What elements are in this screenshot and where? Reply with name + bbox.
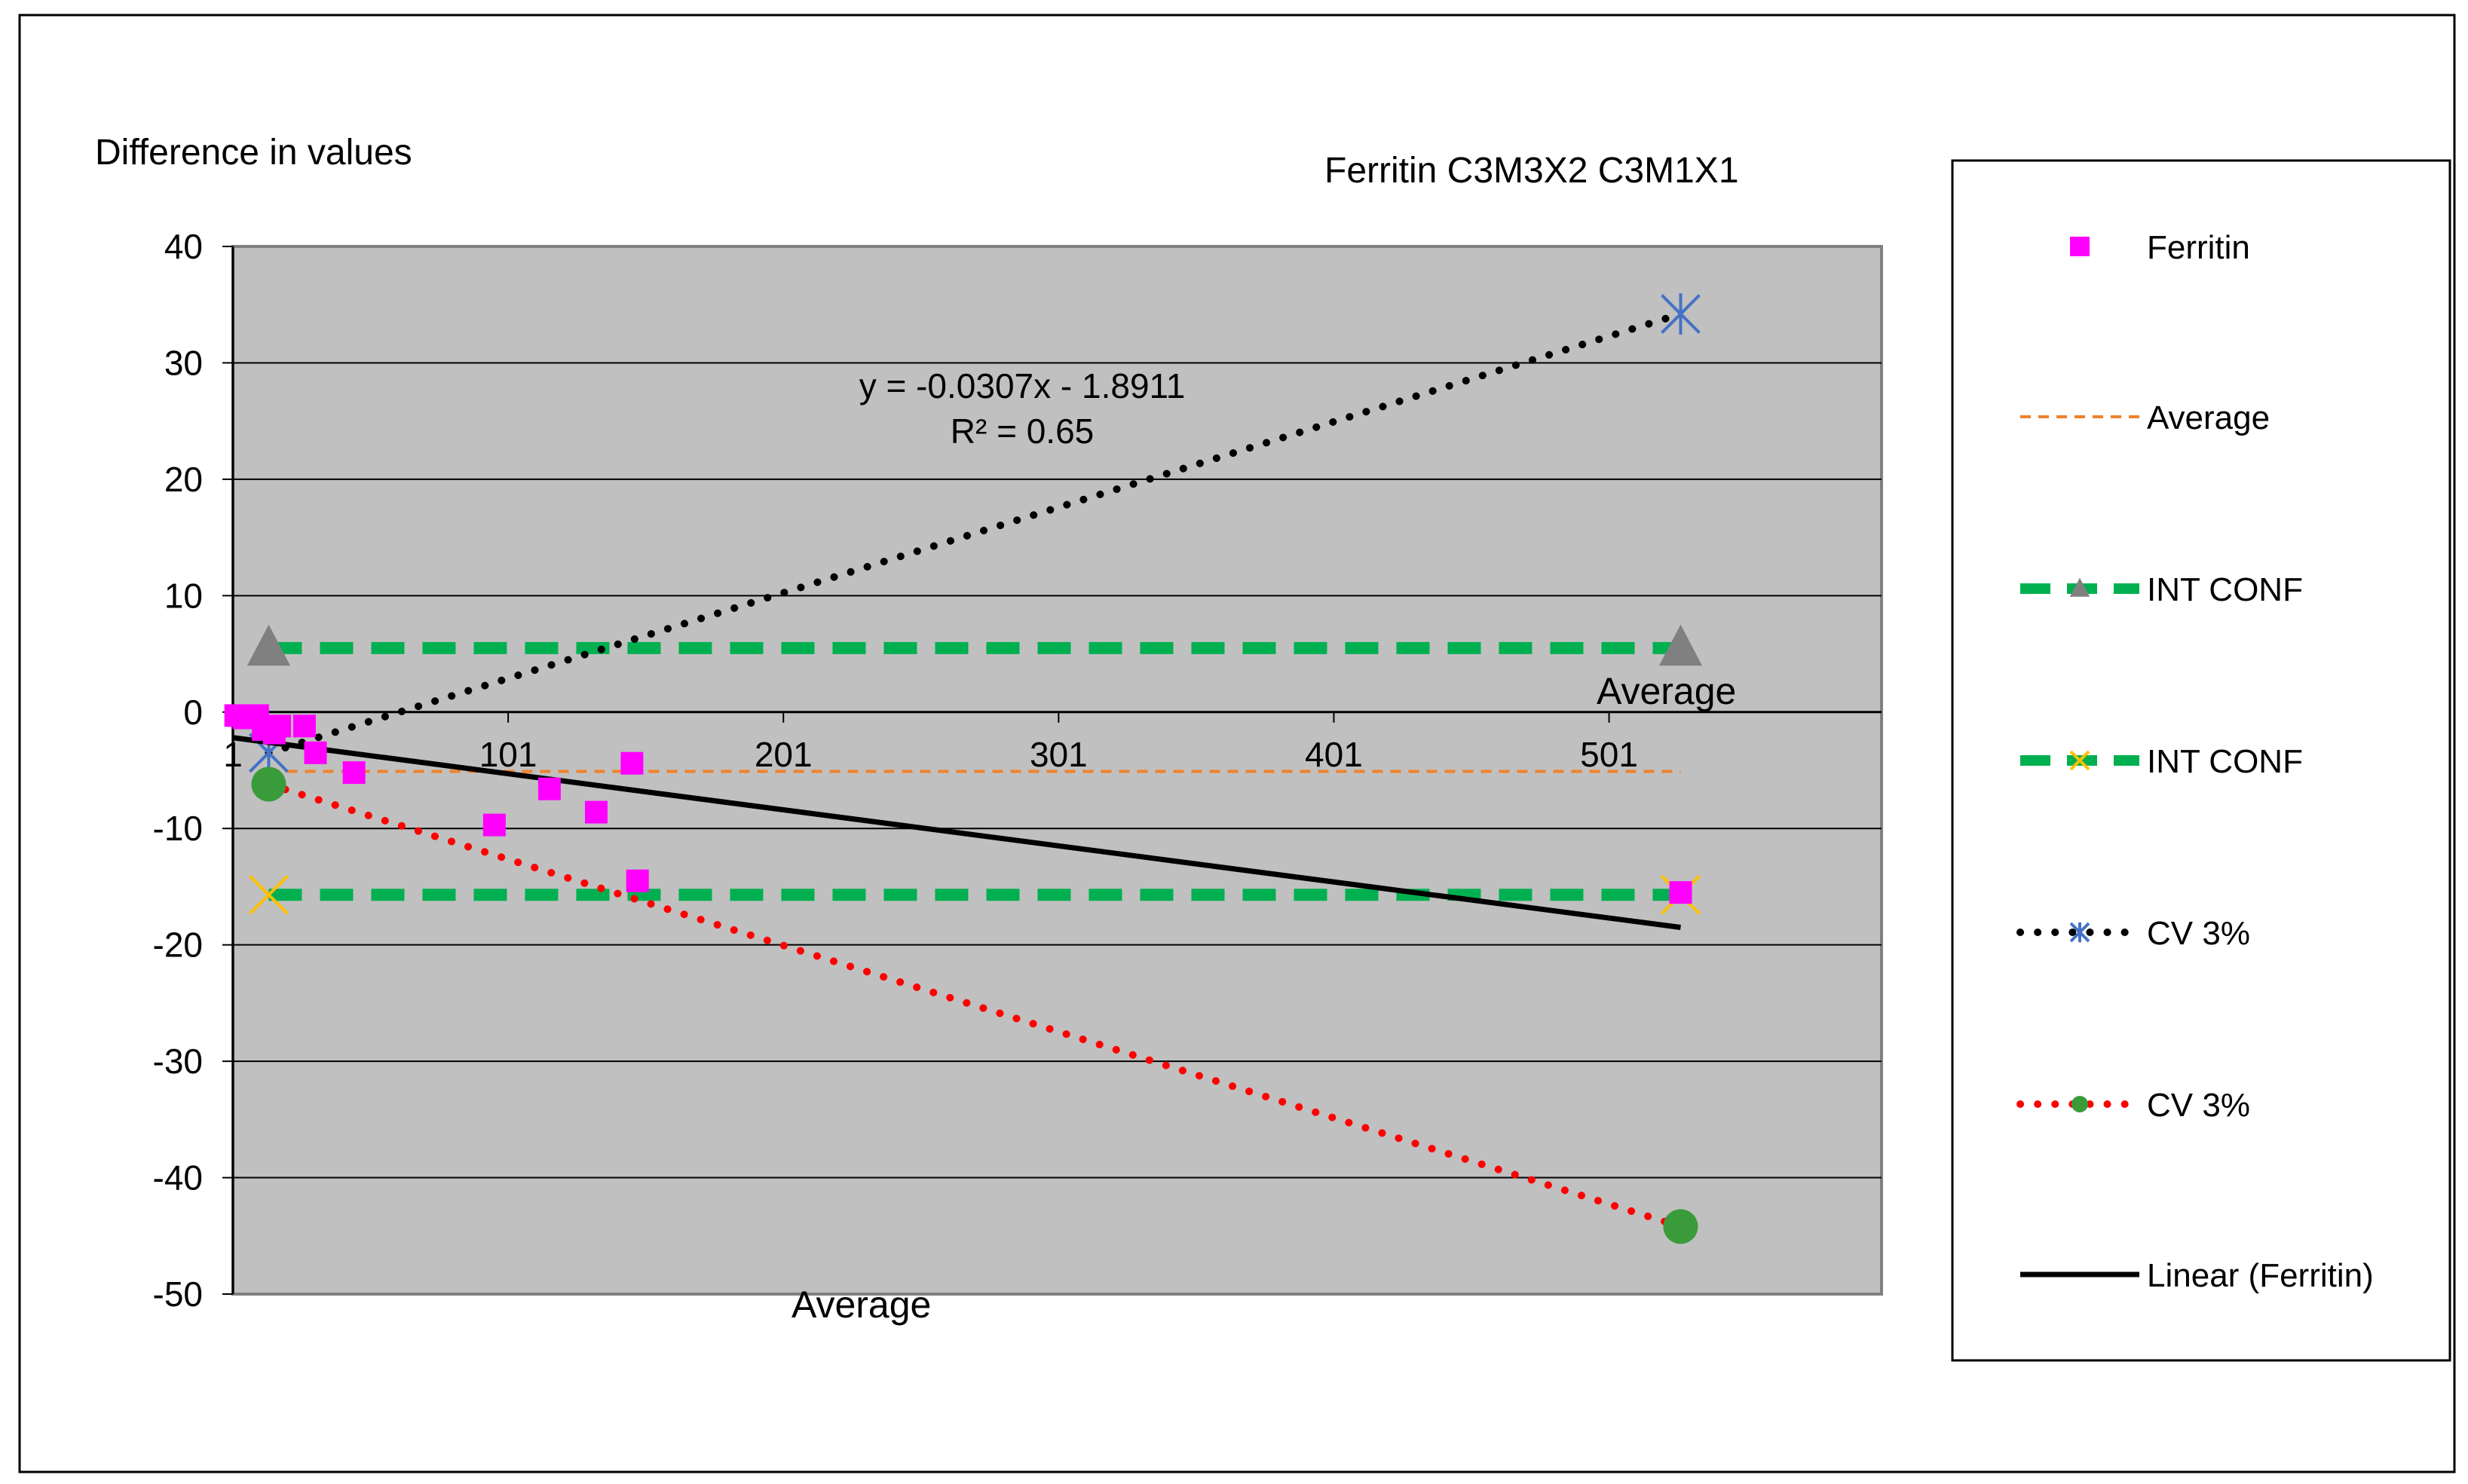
x-tick-label-0: 1 bbox=[223, 735, 243, 774]
trendline-r2: R² = 0.65 bbox=[951, 412, 1095, 451]
legend-item-0: Ferritin bbox=[2070, 229, 2250, 266]
legend-item-3: INT CONF bbox=[2020, 743, 2303, 780]
legend-marker-2 bbox=[2069, 577, 2090, 597]
legend-label-3: INT CONF bbox=[2147, 743, 2303, 780]
legend-item-2: INT CONF bbox=[2020, 571, 2303, 608]
series-5-marker-1 bbox=[1663, 1209, 1698, 1244]
legend: Ferritin Average INT CONF INT CONF CV 3% CV 3… bbox=[1951, 159, 2451, 1362]
series-line-5 bbox=[265, 780, 1685, 1231]
axes: 40 30 20 10 0 -10 -20 -30 -40 -50 1 101 201 301 401 501 bbox=[153, 227, 1882, 1314]
legend-marker-4 bbox=[2069, 922, 2090, 943]
ferritin-point-7 bbox=[304, 741, 327, 764]
series-3-marker-0 bbox=[249, 874, 289, 915]
chart-title: Ferritin C3M3X2 C3M1X1 bbox=[1324, 151, 1739, 191]
y-tick-label-2: 20 bbox=[164, 460, 203, 499]
ferritin-point-8 bbox=[342, 761, 366, 785]
legend-item-6: Linear (Ferritin) bbox=[2020, 1257, 2374, 1294]
x-axis-end-label: Average bbox=[1597, 670, 1736, 712]
y-tick-label-0: 40 bbox=[164, 227, 203, 266]
y-tick-label-8: -40 bbox=[153, 1158, 203, 1198]
series-0 bbox=[224, 704, 1692, 904]
series-6 bbox=[232, 735, 1681, 930]
y-tick-label-4: 0 bbox=[183, 693, 203, 732]
legend-label-2: INT CONF bbox=[2147, 571, 2303, 608]
legend-label-6: Linear (Ferritin) bbox=[2147, 1257, 2374, 1294]
y-tick-label-5: -10 bbox=[153, 809, 203, 848]
series-2-marker-0 bbox=[246, 624, 291, 666]
legend-label-0: Ferritin bbox=[2147, 229, 2250, 266]
ferritin-point-5 bbox=[268, 714, 292, 738]
series-5-marker-0 bbox=[251, 766, 286, 802]
ferritin-point-9 bbox=[482, 813, 506, 837]
ferritin-point-13 bbox=[626, 869, 649, 892]
x-tick-label-5: 501 bbox=[1580, 735, 1638, 774]
legend-label-5: CV 3% bbox=[2147, 1087, 2250, 1124]
series-layer bbox=[224, 293, 1703, 1244]
legend-item-5: CV 3% bbox=[2016, 1087, 2250, 1124]
series-4-marker-1 bbox=[1661, 293, 1701, 335]
ferritin-point-6 bbox=[292, 714, 316, 738]
legend-swatch-0 bbox=[2070, 237, 2090, 256]
y-axis-label: Difference in values bbox=[95, 133, 412, 173]
legend-marker-5 bbox=[2071, 1096, 2088, 1112]
x-tick-label-2: 201 bbox=[755, 735, 813, 774]
series-line-4 bbox=[265, 310, 1685, 757]
x-tick-label-1: 101 bbox=[479, 735, 537, 774]
x-tick-label-4: 401 bbox=[1305, 735, 1363, 774]
legend-label-1: Average bbox=[2147, 399, 2270, 436]
ferritin-point-10 bbox=[537, 777, 561, 800]
series-2-marker-1 bbox=[1658, 624, 1703, 666]
series-2 bbox=[246, 624, 1703, 666]
y-tick-label-6: -20 bbox=[153, 926, 203, 965]
x-axis-label: Average bbox=[792, 1284, 931, 1326]
y-tick-label-3: 10 bbox=[164, 576, 203, 615]
series-line-6 bbox=[232, 735, 1681, 930]
series-5 bbox=[251, 766, 1698, 1244]
legend-label-4: CV 3% bbox=[2147, 915, 2250, 952]
x-tick-label-3: 301 bbox=[1030, 735, 1088, 774]
y-tick-label-9: -50 bbox=[153, 1274, 203, 1314]
ferritin-point-14 bbox=[1669, 881, 1692, 904]
legend-item-4: CV 3% bbox=[2016, 915, 2250, 952]
legend-marker-3 bbox=[2069, 750, 2090, 771]
ferritin-point-12 bbox=[620, 751, 644, 775]
trendline-equation: y = -0.0307x - 1.8911 bbox=[859, 366, 1186, 405]
ferritin-point-11 bbox=[584, 800, 608, 824]
y-tick-label-1: 30 bbox=[164, 343, 203, 382]
legend-item-1: Average bbox=[2020, 399, 2270, 436]
y-tick-label-7: -30 bbox=[153, 1042, 203, 1081]
